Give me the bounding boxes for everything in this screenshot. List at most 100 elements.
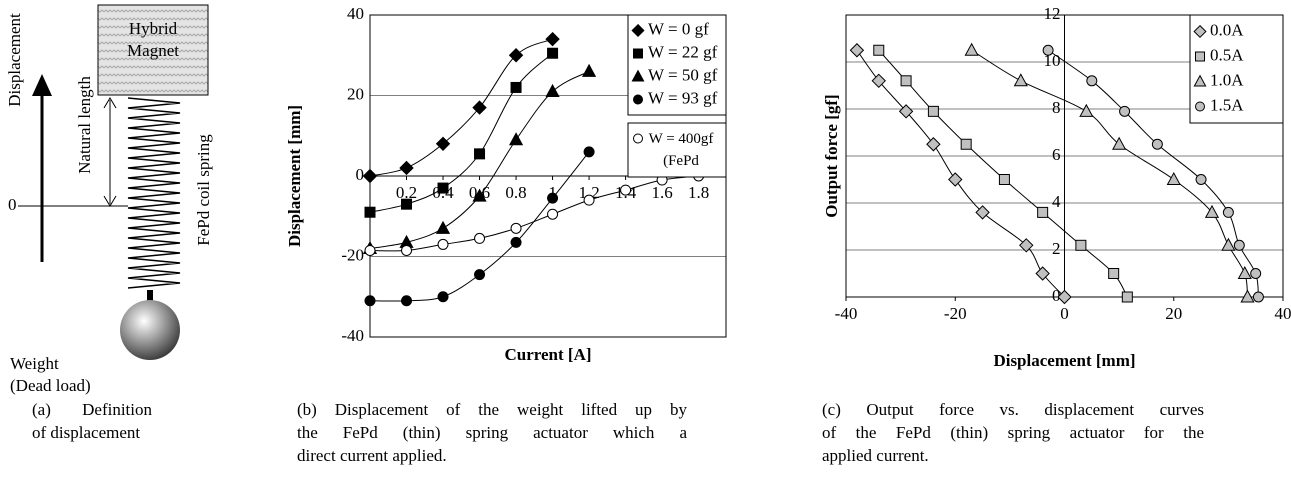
y-axis-label: Displacement [mm] <box>285 105 304 247</box>
caption-line: applied current. <box>822 446 929 465</box>
marker <box>948 172 963 187</box>
marker <box>435 136 451 152</box>
marker <box>1195 101 1205 112</box>
caption-line: direct current applied. <box>297 446 447 465</box>
marker <box>437 291 449 303</box>
marker <box>1193 74 1207 87</box>
marker <box>545 31 560 47</box>
x-tick-label: 1 <box>548 183 557 202</box>
y-tick-label: 20 <box>347 84 364 103</box>
marker <box>633 48 643 59</box>
magnet-box <box>97 4 209 96</box>
x-tick-label: 20 <box>1165 304 1182 323</box>
legend-label: W = 93 gf <box>648 88 718 107</box>
y-tick-label: 2 <box>1052 239 1061 258</box>
x-tick-label: -20 <box>944 304 967 323</box>
natural-length-label: Natural length <box>75 76 94 174</box>
y-tick-label: -40 <box>341 326 364 345</box>
x-tick-label: 1.6 <box>651 183 672 202</box>
marker <box>898 104 914 119</box>
caption: (b) Displacement of the weight lifted up… <box>297 398 687 467</box>
marker <box>975 205 990 220</box>
marker <box>437 238 449 250</box>
series-line <box>369 38 553 177</box>
marker <box>1195 51 1205 62</box>
marker <box>1233 239 1245 251</box>
marker <box>1037 206 1049 218</box>
x-tick-label: 0 <box>1060 304 1069 323</box>
marker <box>1119 105 1131 117</box>
magnet-label: Hybrid <box>129 19 178 38</box>
displacement-label: Displacement <box>5 13 24 107</box>
marker <box>1019 238 1034 253</box>
marker <box>620 184 632 196</box>
marker <box>581 63 597 77</box>
caption-line: (b) Displacement of the weight lifted up… <box>297 400 687 419</box>
marker <box>364 295 376 307</box>
caption: (c) Output force vs. displacement curves… <box>822 398 1204 467</box>
weight-label: Weight <box>10 354 59 373</box>
marker <box>1042 44 1054 56</box>
marker <box>927 105 939 117</box>
marker <box>1252 291 1264 303</box>
legend-label: W = 400gf (FePd thick) <box>648 130 714 176</box>
series-line <box>369 175 699 252</box>
legend-label: 0.0A <box>1210 20 1244 39</box>
marker <box>1195 174 1207 185</box>
marker <box>631 69 645 82</box>
series-line <box>369 70 590 249</box>
caption-line: of the FePd (thin) spring actuator for t… <box>822 423 1204 442</box>
marker <box>871 73 886 89</box>
marker <box>508 132 524 146</box>
marker <box>547 47 559 59</box>
marker <box>401 295 413 307</box>
y-tick-label: 0 <box>356 165 365 184</box>
y-tick-label: 12 <box>1044 4 1061 23</box>
marker <box>401 198 413 210</box>
marker <box>399 160 414 176</box>
marker <box>547 192 559 204</box>
x-tick-label: 40 <box>1275 304 1291 323</box>
marker <box>1086 75 1098 87</box>
marker <box>998 174 1010 185</box>
marker <box>1221 237 1236 251</box>
legend-label: W = 50 gf <box>648 65 718 84</box>
marker <box>545 83 560 97</box>
x-tick-label: 0.8 <box>505 183 526 202</box>
caption: (a) Definition of displacement <box>32 398 152 444</box>
y-tick-label: 4 <box>1052 192 1061 211</box>
displacement-arrow-head <box>32 74 52 96</box>
marker <box>900 75 912 87</box>
y-tick-label: -20 <box>341 245 364 264</box>
marker <box>435 220 451 234</box>
marker <box>1112 136 1127 150</box>
caption-line: (a) Definition <box>32 400 152 419</box>
diagram: Hybrid Magnet 0 Displacement Natural len… <box>5 4 213 395</box>
marker <box>1237 265 1252 279</box>
marker <box>472 100 487 115</box>
weight-ball <box>120 300 180 360</box>
marker <box>508 48 524 63</box>
marker <box>474 269 486 281</box>
x-tick-label: 1.2 <box>578 183 599 202</box>
x-axis-label: Current [A] <box>504 345 591 364</box>
series-line <box>878 49 1128 298</box>
legend-label: W = 0 gf <box>648 19 709 38</box>
marker <box>1075 239 1087 251</box>
marker <box>1035 266 1050 281</box>
figure: Hybrid Magnet 0 Displacement Natural len… <box>5 4 1291 395</box>
legend-box <box>627 14 727 116</box>
marker <box>633 94 643 105</box>
marker <box>1240 289 1255 303</box>
legend-box <box>1189 14 1284 124</box>
marker <box>547 208 559 220</box>
marker <box>510 236 522 248</box>
caption-line: of displacement <box>32 423 141 442</box>
marker <box>631 23 645 38</box>
marker <box>1121 291 1133 303</box>
zero-label: 0 <box>8 195 17 214</box>
x-axis-label: Displacement [mm] <box>993 351 1135 370</box>
marker <box>474 148 486 160</box>
spring-label: FePd coil spring <box>194 134 213 246</box>
